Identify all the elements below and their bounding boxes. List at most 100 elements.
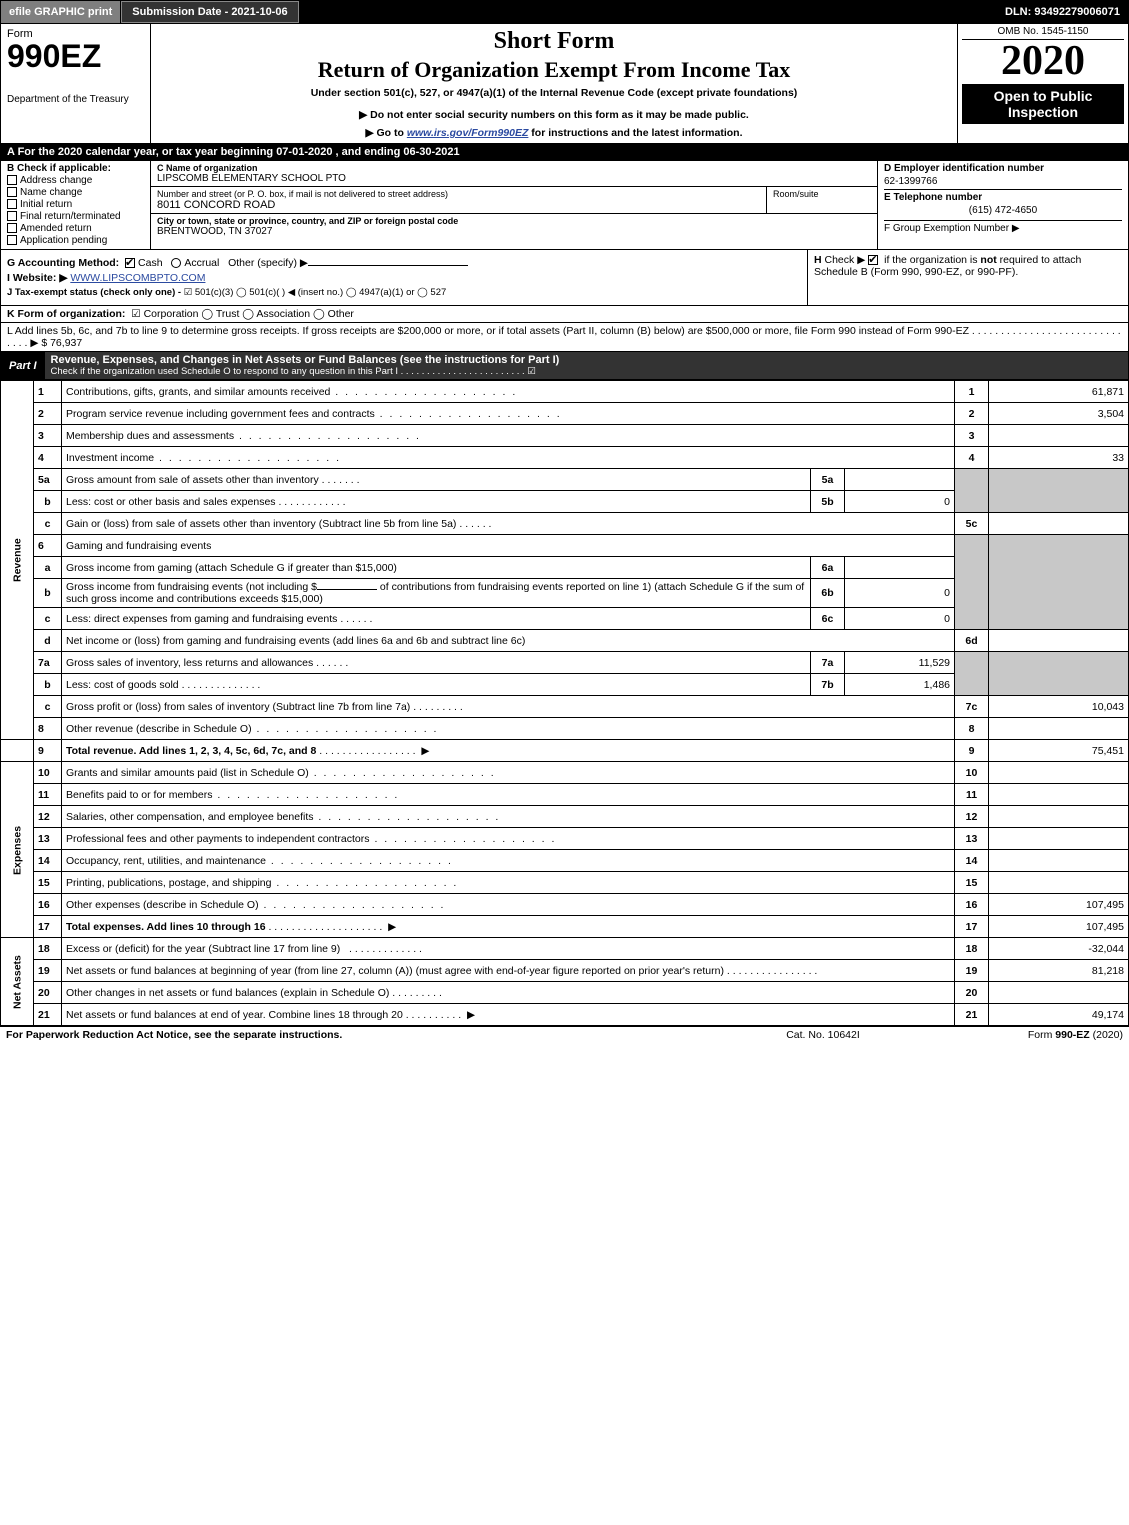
- l6d-num: d: [34, 630, 62, 652]
- row-a-tax-year: A For the 2020 calendar year, or tax yea…: [0, 144, 1129, 161]
- l16-num: 16: [34, 894, 62, 916]
- under-section-text: Under section 501(c), 527, or 4947(a)(1)…: [157, 87, 951, 99]
- row-13: 13 Professional fees and other payments …: [1, 828, 1129, 850]
- row-k: K Form of organization: ☑ Corporation ◯ …: [0, 306, 1129, 323]
- check-label-0: Address change: [20, 175, 92, 186]
- efile-print-button[interactable]: efile GRAPHIC print: [1, 1, 121, 23]
- l6b-box: 6b: [811, 579, 845, 608]
- room-cell: Room/suite: [767, 187, 877, 213]
- check-initial-return[interactable]: Initial return: [7, 199, 144, 210]
- short-form-title: Short Form: [157, 28, 951, 55]
- l4-amt: 33: [989, 447, 1129, 469]
- website-link[interactable]: WWW.LIPSCOMBPTO.COM: [70, 272, 205, 284]
- group-exempt-label: F Group Exemption Number ▶: [884, 223, 1122, 234]
- row-18: Net Assets 18 Excess or (deficit) for th…: [1, 938, 1129, 960]
- check-label-2: Initial return: [20, 199, 72, 210]
- row-6d: d Net income or (loss) from gaming and f…: [1, 630, 1129, 652]
- l8-col: 8: [955, 718, 989, 740]
- l3-num: 3: [34, 425, 62, 447]
- l20-amt: [989, 982, 1129, 1004]
- l12-amt: [989, 806, 1129, 828]
- l17-amt: 107,495: [989, 916, 1129, 938]
- org-name-label: C Name of organization: [157, 163, 871, 173]
- j-options: ☑ 501(c)(3) ◯ 501(c)( ) ◀ (insert no.) ◯…: [184, 287, 447, 298]
- l5c-desc: Gain or (loss) from sale of assets other…: [62, 513, 955, 535]
- check-amended-return[interactable]: Amended return: [7, 223, 144, 234]
- other-specify-line[interactable]: [308, 265, 468, 266]
- l2-num: 2: [34, 403, 62, 425]
- row-5c: c Gain or (loss) from sale of assets oth…: [1, 513, 1129, 535]
- cash-checkbox[interactable]: [125, 258, 135, 268]
- l-text: L Add lines 5b, 6c, and 7b to line 9 to …: [7, 325, 1121, 349]
- page-footer: For Paperwork Reduction Act Notice, see …: [0, 1026, 1129, 1043]
- part1-sub-text: Check if the organization used Schedule …: [51, 366, 1122, 377]
- submission-date-label: Submission Date - 2021-10-06: [121, 1, 298, 23]
- l14-col: 14: [955, 850, 989, 872]
- check-label-1: Name change: [20, 187, 82, 198]
- l7b-num: b: [34, 674, 62, 696]
- l8-desc: Other revenue (describe in Schedule O): [62, 718, 955, 740]
- check-address-change[interactable]: Address change: [7, 175, 144, 186]
- l1-num: 1: [34, 381, 62, 403]
- l8-amt: [989, 718, 1129, 740]
- header-center-col: Short Form Return of Organization Exempt…: [151, 24, 958, 143]
- l9-num: 9: [34, 740, 62, 762]
- top-toolbar: efile GRAPHIC print Submission Date - 20…: [0, 0, 1129, 24]
- b-title: B Check if applicable:: [7, 163, 144, 174]
- l13-amt: [989, 828, 1129, 850]
- l21-col: 21: [955, 1004, 989, 1026]
- tax-year: 2020: [962, 40, 1124, 82]
- section-gh: G Accounting Method: Cash Accrual Other …: [0, 250, 1129, 306]
- l17-col: 17: [955, 916, 989, 938]
- l5b-desc: Less: cost or other basis and sales expe…: [62, 491, 811, 513]
- l9-amt: 75,451: [989, 740, 1129, 762]
- l11-num: 11: [34, 784, 62, 806]
- l18-col: 18: [955, 938, 989, 960]
- row-5a: 5a Gross amount from sale of assets othe…: [1, 469, 1129, 491]
- i-prefix: I Website: ▶: [7, 272, 67, 284]
- l7c-desc: Gross profit or (loss) from sales of inv…: [62, 696, 955, 718]
- street-label: Number and street (or P. O. box, if mail…: [157, 189, 760, 199]
- row-7c: c Gross profit or (loss) from sales of i…: [1, 696, 1129, 718]
- website-line: I Website: ▶ WWW.LIPSCOMBPTO.COM: [7, 272, 801, 284]
- l5b-box: 5b: [811, 491, 845, 513]
- l9-col: 9: [955, 740, 989, 762]
- check-final-return[interactable]: Final return/terminated: [7, 211, 144, 222]
- l21-amt: 49,174: [989, 1004, 1129, 1026]
- l14-amt: [989, 850, 1129, 872]
- expenses-sidelabel: Expenses: [1, 762, 34, 938]
- row-l: L Add lines 5b, 6c, and 7b to line 9 to …: [0, 323, 1129, 352]
- accrual-label: Accrual: [184, 257, 219, 269]
- l9-desc: Total revenue. Add lines 1, 2, 3, 4, 5c,…: [62, 740, 955, 762]
- cash-label: Cash: [138, 257, 163, 269]
- check-label-4: Amended return: [20, 223, 92, 234]
- l21-num: 21: [34, 1004, 62, 1026]
- h-check-text: H Check ▶ if the organization is not req…: [814, 254, 1122, 278]
- l14-num: 14: [34, 850, 62, 872]
- l6d-desc: Net income or (loss) from gaming and fun…: [62, 630, 955, 652]
- l13-desc: Professional fees and other payments to …: [62, 828, 955, 850]
- irs-link[interactable]: www.irs.gov/Form990EZ: [407, 127, 529, 139]
- l5a-bval: [845, 469, 955, 491]
- l10-num: 10: [34, 762, 62, 784]
- l10-amt: [989, 762, 1129, 784]
- l7b-desc: Less: cost of goods sold . . . . . . . .…: [62, 674, 811, 696]
- l6c-bval: 0: [845, 608, 955, 630]
- row-12: 12 Salaries, other compensation, and emp…: [1, 806, 1129, 828]
- part1-table: Revenue 1 Contributions, gifts, grants, …: [0, 380, 1129, 1026]
- check-name-change[interactable]: Name change: [7, 187, 144, 198]
- l3-amt: [989, 425, 1129, 447]
- l11-col: 11: [955, 784, 989, 806]
- l10-desc: Grants and similar amounts paid (list in…: [62, 762, 955, 784]
- l19-col: 19: [955, 960, 989, 982]
- l18-amt: -32,044: [989, 938, 1129, 960]
- l18-num: 18: [34, 938, 62, 960]
- h-checkbox[interactable]: [868, 255, 878, 265]
- col-gij: G Accounting Method: Cash Accrual Other …: [1, 250, 808, 305]
- l6b-desc: Gross income from fundraising events (no…: [62, 579, 811, 608]
- accrual-radio[interactable]: [171, 258, 181, 268]
- l16-col: 16: [955, 894, 989, 916]
- check-application-pending[interactable]: Application pending: [7, 235, 144, 246]
- l1-amt: 61,871: [989, 381, 1129, 403]
- row-1: Revenue 1 Contributions, gifts, grants, …: [1, 381, 1129, 403]
